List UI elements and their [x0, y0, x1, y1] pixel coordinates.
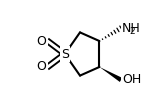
- Text: S: S: [61, 48, 69, 60]
- Text: NH: NH: [122, 22, 141, 35]
- Polygon shape: [100, 67, 122, 82]
- Text: O: O: [37, 35, 47, 48]
- Text: OH: OH: [122, 73, 141, 86]
- Text: O: O: [37, 60, 47, 73]
- Text: 2: 2: [129, 27, 135, 36]
